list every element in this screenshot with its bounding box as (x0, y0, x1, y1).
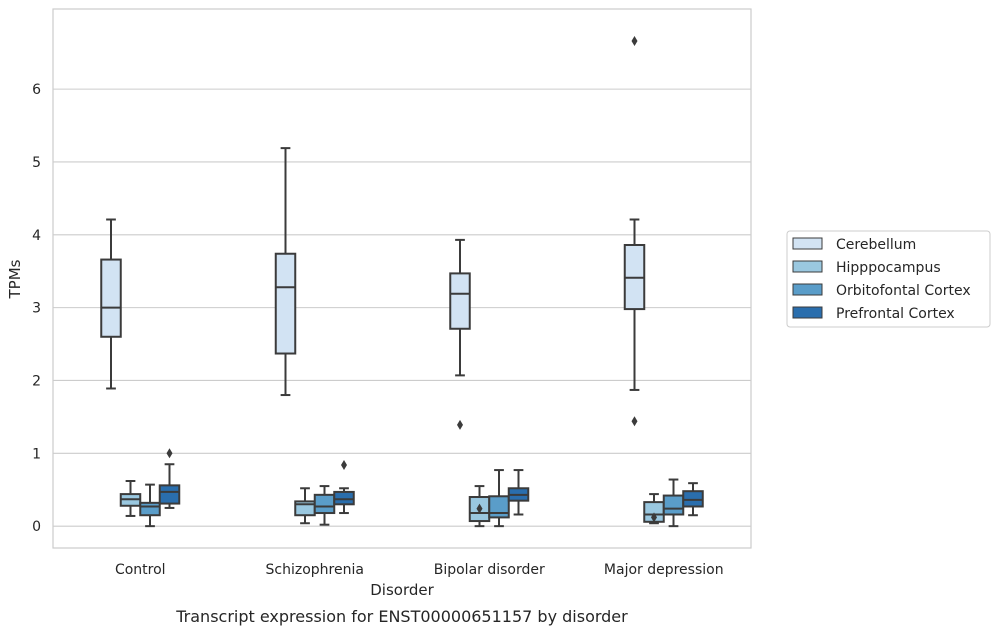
box-iqr (100, 258, 122, 338)
y-tick-labels: 0 1 2 3 4 5 6 (32, 82, 41, 535)
y-axis-title: TPMs (6, 259, 24, 299)
box-orbitofontal-cortex (139, 483, 161, 528)
outlier-point (166, 448, 173, 459)
box-cerebellum (274, 147, 297, 397)
y-tick-label: 0 (32, 519, 41, 535)
box-orbitofontal-cortex (662, 478, 685, 528)
x-tick-label: Schizophrenia (266, 562, 364, 578)
box-orbitofontal-cortex (313, 485, 336, 526)
box-iqr (449, 272, 471, 330)
box-hipppocampus (294, 487, 316, 525)
x-axis-title: Disorder (370, 581, 434, 599)
box-prefrontal-cortex (158, 448, 181, 509)
x-tick-label: Major depression (604, 562, 724, 578)
outlier-point (476, 503, 483, 514)
plot-area-frame (52, 8, 752, 549)
outlier-point (651, 512, 657, 523)
legend-label: Orbitofontal Cortex (836, 283, 971, 299)
box-iqr (139, 501, 161, 517)
box-prefrontal-cortex (507, 469, 530, 516)
box-cerebellum (100, 218, 122, 390)
box-iqr (488, 495, 510, 519)
outlier-point (341, 459, 347, 470)
box-hipppocampus (643, 493, 665, 525)
x-tick-label: Bipolar disorder (434, 562, 545, 578)
box-prefrontal-cortex (333, 459, 355, 515)
x-tick-label: Control (115, 562, 166, 578)
box-prefrontal-cortex (682, 482, 704, 517)
box-cerebellum (623, 36, 646, 427)
box-iqr (333, 490, 355, 506)
box-cerebellum (449, 238, 471, 430)
box-iqr (662, 494, 685, 516)
outlier-point (457, 419, 463, 430)
box-iqr (274, 252, 297, 355)
legend-swatch (792, 283, 823, 296)
legend-label: Cerebellum (836, 237, 916, 253)
chart-caption: Transcript expression for ENST0000065115… (175, 607, 628, 626)
box-iqr (682, 490, 704, 508)
box-iqr (313, 493, 336, 515)
legend-label: Prefrontal Cortex (836, 306, 955, 322)
legend-label: Hipppocampus (836, 260, 941, 276)
y-tick-label: 2 (32, 373, 41, 389)
legend: Cerebellum Hipppocampus Orbitofontal Corte… (786, 230, 991, 328)
y-tick-label: 5 (32, 155, 41, 171)
y-tick-label: 1 (32, 446, 41, 462)
box-hipppocampus (119, 479, 142, 517)
box-hipppocampus (468, 485, 491, 528)
boxes (100, 36, 704, 528)
legend-swatch (792, 237, 823, 250)
y-tick-label: 4 (32, 228, 41, 244)
legend-swatch (792, 260, 823, 273)
y-tick-label: 6 (32, 82, 41, 98)
x-tick-labels: Control Schizophrenia Bipolar disorder Majo… (115, 562, 724, 578)
outlier-point (631, 416, 638, 427)
box-orbitofontal-cortex (488, 469, 510, 528)
gridlines (53, 88, 751, 527)
outlier-point (631, 36, 638, 47)
legend-swatch (792, 306, 823, 319)
box-iqr (158, 484, 181, 505)
legend-frame (786, 230, 991, 328)
y-tick-label: 3 (32, 301, 41, 317)
